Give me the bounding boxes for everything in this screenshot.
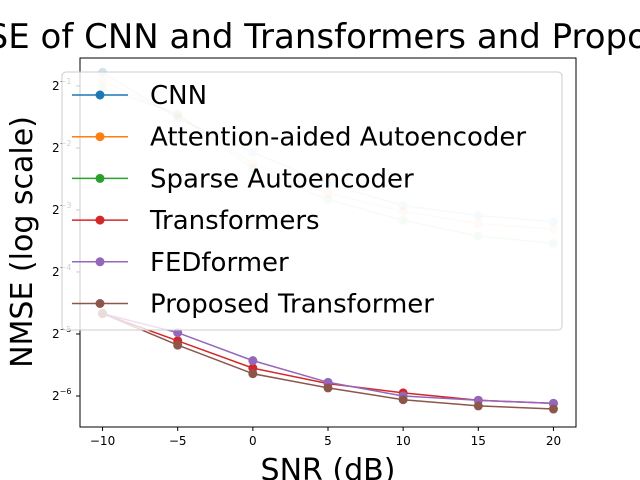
legend-marker [95, 215, 105, 225]
data-point [248, 356, 258, 366]
legend: CNN Attention-aided Autoencoder Sparse Aut… [61, 71, 563, 331]
data-point [248, 369, 258, 379]
legend-label: Proposed Transformer [150, 290, 434, 320]
data-point [323, 383, 333, 393]
data-point [473, 401, 483, 411]
x-tick-label: −10 [90, 434, 115, 448]
chart-title: NMSE of CNN and Transformers and Propose… [0, 17, 640, 57]
x-tick-label: 5 [324, 434, 332, 448]
legend-label: Attention-aided Autoencoder [150, 123, 526, 153]
data-point [173, 340, 183, 350]
data-point [398, 395, 408, 405]
y-tick-label: 2−6 [52, 387, 71, 403]
legend-item: FEDformer [72, 248, 289, 278]
legend-label: CNN [150, 81, 207, 111]
legend-item: Attention-aided Autoencoder [72, 123, 526, 153]
legend-item: CNN [72, 81, 207, 111]
legend-marker [95, 132, 105, 142]
legend-item: Proposed Transformer [72, 290, 434, 320]
x-axis-ticks: −10 −5 0 5 10 15 20 [90, 427, 561, 448]
legend-box [61, 71, 563, 331]
legend-item: Transformers [72, 206, 320, 236]
legend-item: Sparse Autoencoder [72, 164, 414, 194]
x-tick-label: 15 [471, 434, 486, 448]
data-point [548, 404, 558, 414]
x-tick-label: 10 [396, 434, 411, 448]
legend-label: Sparse Autoencoder [150, 164, 414, 194]
x-tick-label: −5 [169, 434, 187, 448]
legend-label: FEDformer [150, 248, 289, 278]
x-tick-label: 20 [546, 434, 561, 448]
x-tick-label: 0 [249, 434, 257, 448]
legend-marker [95, 257, 105, 267]
x-axis-title: SNR (dB) [261, 453, 396, 480]
legend-marker [95, 173, 105, 183]
y-axis-title: NMSE (log scale) [5, 116, 40, 368]
legend-marker [95, 299, 105, 308]
legend-label: Transformers [149, 206, 320, 236]
legend-marker [95, 90, 105, 100]
